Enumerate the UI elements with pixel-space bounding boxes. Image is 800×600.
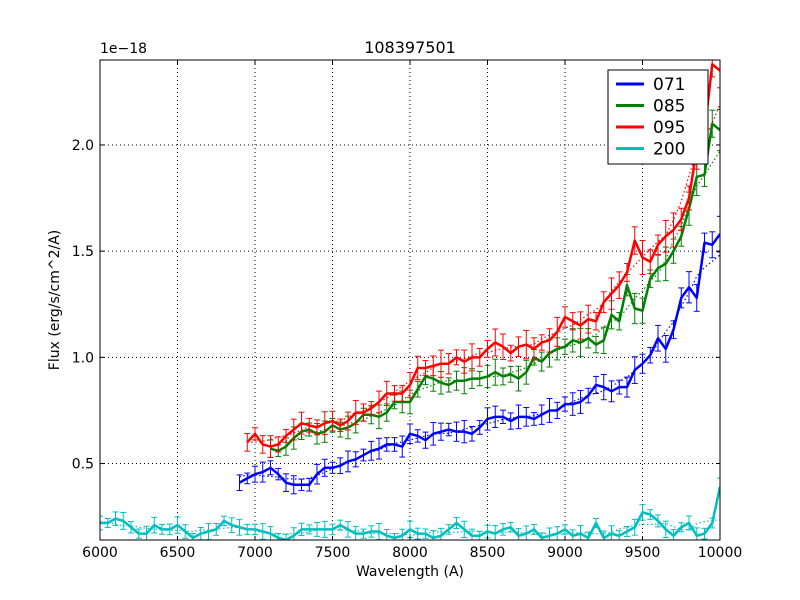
y-tick-label: 1.5 bbox=[72, 244, 94, 260]
series-fit-line bbox=[239, 254, 720, 480]
series-line bbox=[238, 233, 720, 487]
legend-label: 071 bbox=[653, 75, 685, 95]
legend-label: 095 bbox=[653, 118, 685, 138]
x-tick-label: 8000 bbox=[392, 545, 428, 561]
x-tick-label: 10000 bbox=[698, 545, 743, 561]
axis-ticks: 6000 6500 7000 7500 8000 8500 9000 9500 10000 0.5… bbox=[72, 60, 743, 561]
x-tick-label: 7000 bbox=[237, 545, 273, 561]
series-line bbox=[246, 62, 720, 448]
series-line bbox=[270, 122, 720, 453]
x-tick-label: 9000 bbox=[547, 545, 583, 561]
legend-label: 200 bbox=[653, 140, 685, 160]
x-tick-label: 8500 bbox=[470, 545, 506, 561]
x-tick-label: 7500 bbox=[315, 545, 351, 561]
chart-title: 108397501 bbox=[364, 38, 456, 57]
series-fit-line bbox=[100, 519, 720, 536]
series-200 bbox=[100, 477, 720, 540]
x-axis-label: Wavelength (A) bbox=[356, 564, 464, 580]
y-offset-label: 1e−18 bbox=[100, 41, 147, 57]
y-axis-label: Flux (erg/s/cm^2/A) bbox=[47, 230, 63, 370]
series-071 bbox=[236, 215, 720, 495]
y-tick-label: 0.5 bbox=[72, 457, 94, 473]
plot-area bbox=[100, 60, 720, 540]
x-tick-label: 9500 bbox=[625, 545, 661, 561]
series-095 bbox=[244, 60, 720, 458]
x-tick-label: 6000 bbox=[82, 545, 118, 561]
y-tick-label: 1.0 bbox=[72, 350, 94, 366]
series-line bbox=[100, 486, 720, 540]
x-tick-label: 6500 bbox=[160, 545, 196, 561]
y-tick-label: 2.0 bbox=[72, 138, 94, 154]
legend-label: 085 bbox=[653, 97, 685, 117]
series-fit-line bbox=[270, 150, 720, 447]
